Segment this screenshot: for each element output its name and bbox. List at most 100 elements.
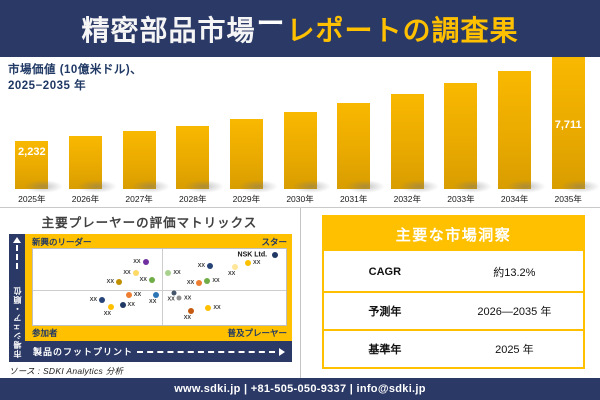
quadrant-label-emerging-leaders: 新興のリーダー — [32, 236, 92, 247]
matrix-plot: XX XX XX XX XX XX XX XX NSK Ltd. XX XX XX XX XX XX XX XX… — [32, 248, 287, 326]
matrix-y-axis-bar: 市場シェア・順位 — [9, 234, 25, 362]
matrix-point: XX — [123, 269, 139, 276]
x-tick-label: 2032年 — [393, 194, 422, 204]
matrix-gold-frame: 新興のリーダー スター XX XX XX XX XX XX XX XX NSK Ltd. XX XX… — [25, 234, 292, 341]
row-label-base-year: 基準年 — [368, 344, 402, 356]
matrix-point-label: XX — [197, 263, 206, 270]
matrix-point-label: XX — [133, 258, 141, 265]
bar-chart: 2,232 2025年 2026年 2027年 2028年 2029年 2030年 2031年… — [5, 57, 600, 206]
bar-2029年 — [229, 119, 278, 193]
matrix-point: XX — [176, 295, 191, 301]
bar-column: 2028年 — [166, 57, 225, 206]
matrix-point-label: XX — [123, 269, 131, 276]
bar-2028年 — [176, 126, 225, 193]
bar-value-label: 2,232 — [18, 146, 46, 158]
insights-table-title: 主要な市場洞察 — [324, 217, 583, 253]
matrix-point-label: XX — [253, 260, 261, 267]
bar-column: 2026年 — [59, 57, 117, 206]
quadrant-label-participants: 参加者 — [32, 327, 58, 338]
bar-column: 2031年 — [327, 57, 386, 206]
source-note: ソース : SDKI Analytics 分析 — [9, 366, 124, 376]
bar-2031年 — [337, 103, 386, 193]
bar-column: 2032年 — [380, 57, 439, 206]
row-label-cagr: CAGR — [368, 266, 402, 278]
x-axis-label: 製品のフットプリント — [33, 347, 134, 357]
evaluation-matrix: 市場シェア・順位 新興のリーダー スター XX XX XX XX XX XX XX XX NSK… — [9, 234, 292, 362]
bar-column: 2027年 — [112, 57, 171, 206]
x-tick-label: 2028年 — [179, 194, 207, 204]
matrix-point: XX — [198, 263, 214, 270]
matrix-point: XX — [184, 308, 195, 321]
bar-2026年 — [68, 136, 117, 193]
quadrant-label-stars: スター — [261, 236, 287, 247]
matrix-point: XX — [104, 304, 115, 317]
bar-2035年: 7,711 — [551, 57, 600, 193]
bar-2033年 — [444, 83, 493, 193]
matrix-point-label: XX — [139, 277, 147, 284]
insights-panel: 主要な市場洞察 CAGR 約13.2% 予測年 2026—2035 年 基準年 … — [301, 208, 600, 378]
quadrant-label-pervasive-players: 普及プレーヤー — [227, 327, 287, 338]
matrix-point-label: XX — [89, 296, 98, 303]
x-tick-label: 2029年 — [232, 194, 261, 204]
title-report-label: レポートの調査果 — [286, 14, 519, 46]
matrix-point: XX — [245, 260, 260, 267]
matrix-point-label: NSK Ltd. — [237, 251, 268, 259]
y-axis-dashed-line — [16, 245, 18, 269]
header-banner: 精密部品市場ーレポートの調査果 — [0, 0, 600, 57]
matrix-point-label: XX — [133, 291, 142, 298]
matrix-x-axis-bar: 製品のフットプリント — [25, 341, 292, 362]
page-title: 精密部品市場ーレポートの調査果 — [81, 7, 519, 49]
matrix-point: XX — [90, 296, 106, 303]
player-matrix-panel: 主要プレーヤーの評価マトリックス 市場シェア・順位 新興のリーダー スター XX… — [0, 208, 301, 378]
title-dash: ー — [256, 7, 286, 39]
x-tick-label: 2030年 — [286, 194, 314, 204]
matrix-point-label: XX — [149, 298, 157, 305]
bar-2032年 — [390, 94, 439, 193]
matrix-point: XX — [187, 280, 203, 287]
x-tick-label: 2033年 — [447, 194, 475, 204]
matrix-point: XX — [107, 278, 123, 285]
chart-subtitle: 市場価値 (10億米ドル)、 2025−2035 年 — [8, 64, 143, 92]
x-tick-label: 2035年 — [554, 194, 582, 204]
x-tick-label: 2027年 — [125, 194, 153, 204]
bar-column: 2033年 — [434, 57, 493, 206]
quadrant-top-labels: 新興のリーダー スター — [32, 235, 287, 248]
matrix-point: XX — [168, 290, 177, 302]
matrix-point-label: XX — [106, 278, 115, 285]
x-tick-label: 2026年 — [71, 194, 100, 204]
row-label-forecast-years: 予測年 — [368, 306, 402, 318]
matrix-point: XX — [119, 301, 135, 308]
bottom-section: 主要プレーヤーの評価マトリックス 市場シェア・順位 新興のリーダー スター XX… — [0, 208, 600, 378]
row-value-base-year: 2025 年 — [495, 344, 534, 356]
matrix-title: 主要プレーヤーの評価マトリックス — [41, 216, 258, 230]
quadrant-bottom-labels: 参加者 普及プレーヤー — [32, 326, 287, 339]
bar-2030年 — [283, 112, 332, 193]
bar-column: 2029年 — [220, 57, 278, 206]
matrix-body: 新興のリーダー スター XX XX XX XX XX XX XX XX NSK Ltd. XX XX… — [25, 234, 292, 362]
row-value-forecast-years: 2026—2035 年 — [477, 306, 552, 318]
bar-column: 2,232 2025年 — [5, 57, 64, 206]
matrix-point-label: XX — [212, 278, 220, 285]
market-value-chart-section: 市場価値 (10億米ドル)、 2025−2035 年 2,232 2025年 202… — [0, 57, 600, 208]
matrix-point: XX — [149, 291, 160, 305]
bar-2027年 — [122, 131, 171, 193]
market-insights-table: 主要な市場洞察 CAGR 約13.2% 予測年 2026—2035 年 基準年 … — [322, 215, 585, 369]
matrix-point: XX — [165, 269, 181, 276]
arrow-right-icon — [279, 347, 285, 356]
matrix-point-label: XX — [103, 311, 112, 318]
matrix-point: XX — [133, 258, 149, 265]
arrow-up-icon — [13, 237, 21, 243]
matrix-point-label: XX — [173, 269, 181, 276]
matrix-point: XX — [140, 277, 155, 284]
x-axis-dashed-line — [137, 350, 275, 353]
y-axis-label: 市場シェア・順位 — [12, 286, 22, 358]
matrix-point-label: XX — [167, 296, 175, 303]
bar-value-label: 7,711 — [554, 119, 582, 131]
table-row: CAGR 約13.2% — [324, 253, 583, 291]
bar-column: 7,711 2035年 — [541, 57, 600, 206]
matrix-point-label: XX — [183, 315, 192, 322]
matrix-point-label: XX — [127, 301, 135, 308]
matrix-point-label: XX — [183, 295, 192, 302]
footer-contact-bar: www.sdki.jp | +81-505-050-9337 | info@sd… — [0, 378, 600, 400]
